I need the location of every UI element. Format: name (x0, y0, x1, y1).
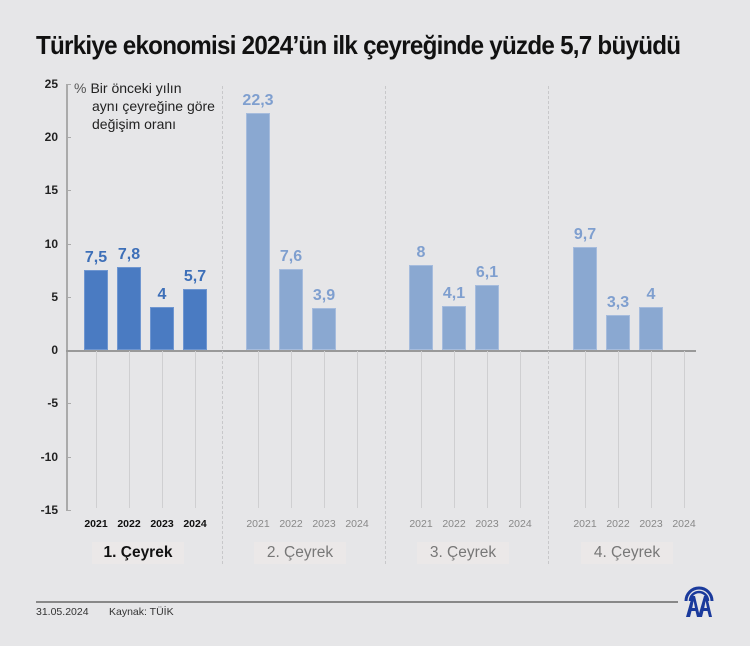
bar-value-label: 3,9 (312, 287, 336, 305)
y-tick-label: 15 (44, 183, 58, 198)
bar-value-label: 5,7 (183, 268, 207, 286)
x-category-gridline (162, 351, 163, 508)
y-tick-label: 10 (44, 236, 58, 251)
y-tick-mark (66, 83, 71, 85)
y-tick-label: -5 (47, 396, 58, 411)
bar-3q-2021 (409, 264, 433, 350)
bar-value-label: 4,1 (442, 285, 466, 303)
y-tick-mark (66, 509, 71, 511)
x-year-label: 2022 (117, 518, 141, 530)
bar-2q-2022 (279, 269, 303, 350)
note-line-2: aynı çeyreğine göre (92, 98, 215, 114)
x-category-gridline (651, 351, 652, 508)
x-category-gridline (195, 351, 196, 508)
y-tick-mark (66, 243, 71, 245)
x-year-label: 2023 (312, 518, 336, 530)
quarter-label-3: 3. Çeyrek (417, 542, 509, 564)
y-tick-mark (66, 403, 71, 405)
bar-2q-2021 (246, 112, 270, 350)
y-tick-mark (66, 456, 71, 458)
x-category-gridline (585, 351, 586, 508)
x-category-gridline (129, 351, 130, 508)
x-category-gridline (487, 351, 488, 508)
x-year-label: 2022 (442, 518, 466, 530)
x-year-label: 2023 (475, 518, 499, 530)
x-category-gridline (618, 351, 619, 508)
bar-1q-2021 (84, 270, 108, 350)
x-year-label: 2022 (606, 518, 630, 530)
bar-4q-2021 (573, 246, 597, 350)
bar-3q-2022 (442, 306, 466, 350)
bar-value-label: 22,3 (242, 91, 274, 109)
x-category-gridline (258, 351, 259, 508)
bar-value-label: 7,5 (84, 249, 108, 267)
bar-4q-2023 (639, 307, 663, 350)
quarter-divider (385, 86, 386, 564)
x-category-gridline (684, 351, 685, 508)
bar-value-label: 9,7 (573, 225, 597, 243)
y-tick-label: 5 (51, 289, 58, 304)
quarter-label-4: 4. Çeyrek (581, 542, 673, 564)
chart-title: Türkiye ekonomisi 2024’ün ilk çeyreğinde… (36, 30, 681, 60)
x-category-gridline (324, 351, 325, 508)
y-tick-mark (66, 296, 71, 298)
x-year-label: 2021 (573, 518, 597, 530)
y-axis-note: % Bir önceki yılın aynı çeyreğine göre de… (74, 79, 215, 133)
x-year-label: 2021 (84, 518, 108, 530)
bar-2q-2023 (312, 308, 336, 350)
y-tick-label: 20 (44, 130, 58, 144)
y-tick-mark (66, 190, 71, 192)
bar-1q-2023 (150, 307, 174, 350)
x-year-label: 2024 (345, 518, 369, 530)
quarter-divider (548, 86, 549, 564)
note-line-1: Bir önceki yılın (90, 80, 182, 96)
x-category-gridline (520, 351, 521, 508)
x-year-label: 2021 (246, 518, 270, 530)
quarter-divider (222, 86, 223, 564)
quarter-label-1: 1. Çeyrek (92, 542, 184, 564)
quarter-label-2: 2. Çeyrek (254, 542, 346, 564)
aa-logo-icon (684, 586, 714, 617)
footer-source: Kaynak: TÜİK (109, 606, 174, 618)
x-year-label: 2024 (183, 518, 207, 530)
y-tick-label: 0 (51, 343, 58, 357)
bar-3q-2023 (475, 285, 499, 350)
zero-baseline (66, 350, 696, 352)
percent-symbol: % (74, 80, 87, 96)
footer-date: 31.05.2024 (36, 606, 89, 618)
bar-value-label: 8 (416, 243, 426, 261)
y-tick-mark (66, 137, 71, 138)
y-tick-label: 25 (44, 76, 58, 91)
x-year-label: 2022 (279, 518, 303, 530)
x-year-label: 2021 (409, 518, 433, 530)
bar-value-label: 6,1 (475, 264, 499, 282)
x-year-label: 2023 (639, 518, 663, 530)
footer-rule (36, 601, 678, 603)
x-category-gridline (357, 351, 358, 508)
note-line-3: değişim oranı (92, 116, 177, 132)
x-year-label: 2023 (150, 518, 174, 530)
x-category-gridline (291, 351, 292, 508)
bar-1q-2024 (183, 289, 207, 350)
bar-value-label: 3,3 (606, 293, 630, 311)
bar-value-label: 4 (646, 286, 656, 304)
bar-value-label: 7,8 (117, 245, 141, 263)
bar-value-label: 4 (157, 286, 167, 304)
bar-4q-2022 (606, 314, 630, 350)
x-year-label: 2024 (508, 518, 532, 530)
y-tick-label: -10 (40, 449, 58, 464)
x-category-gridline (421, 351, 422, 508)
bar-1q-2022 (117, 266, 141, 350)
y-tick-label: -15 (40, 502, 58, 517)
bar-value-label: 7,6 (279, 248, 303, 266)
x-year-label: 2024 (672, 518, 696, 530)
x-category-gridline (454, 351, 455, 508)
x-category-gridline (96, 351, 97, 508)
